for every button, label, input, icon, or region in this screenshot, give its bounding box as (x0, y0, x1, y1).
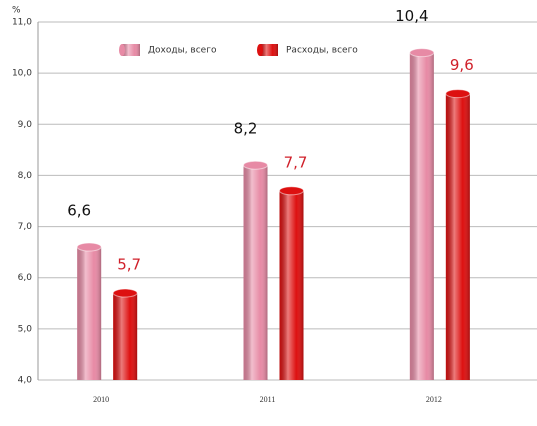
bar-shine (409, 52, 434, 380)
bar-shine (279, 190, 304, 380)
bar-shine (113, 293, 138, 380)
x-tick-label: 2011 (260, 395, 276, 404)
bar-cap (445, 89, 471, 99)
y-unit: % (12, 6, 21, 16)
bar-cap (409, 48, 435, 58)
y-tick-label: 10,0 (12, 69, 32, 79)
bar-shine (77, 247, 102, 380)
y-tick-label: 7,0 (18, 222, 33, 232)
x-tick-label: 2010 (93, 395, 109, 404)
legend-cap (119, 44, 125, 56)
bar-cap (243, 160, 268, 170)
bar-cap (76, 242, 102, 252)
legend-label: Доходы, всего (148, 46, 217, 56)
y-tick-label: 8,0 (18, 171, 33, 181)
y-tick-label: 9,0 (18, 120, 33, 130)
value-label: 10,4 (395, 7, 428, 25)
legend-shine (260, 44, 278, 56)
bar-cap (112, 288, 138, 298)
bar-cap (279, 186, 304, 196)
value-label: 5,7 (117, 256, 141, 274)
y-tick-label: 5,0 (18, 324, 33, 334)
value-label: 9,6 (450, 56, 474, 74)
bar-shine (243, 165, 268, 380)
y-tick-label: 6,0 (18, 273, 33, 283)
legend-cap (257, 44, 263, 56)
legend-shine (122, 44, 140, 56)
value-label: 7,7 (284, 153, 308, 171)
x-tick-label: 2012 (426, 395, 442, 404)
legend-label: Расходы, всего (286, 46, 358, 56)
y-tick-label: 11,0 (12, 18, 32, 28)
value-label: 8,2 (234, 120, 258, 138)
value-label: 6,6 (67, 202, 91, 220)
y-tick-label: 4,0 (18, 376, 33, 386)
bar-shine (445, 93, 470, 380)
